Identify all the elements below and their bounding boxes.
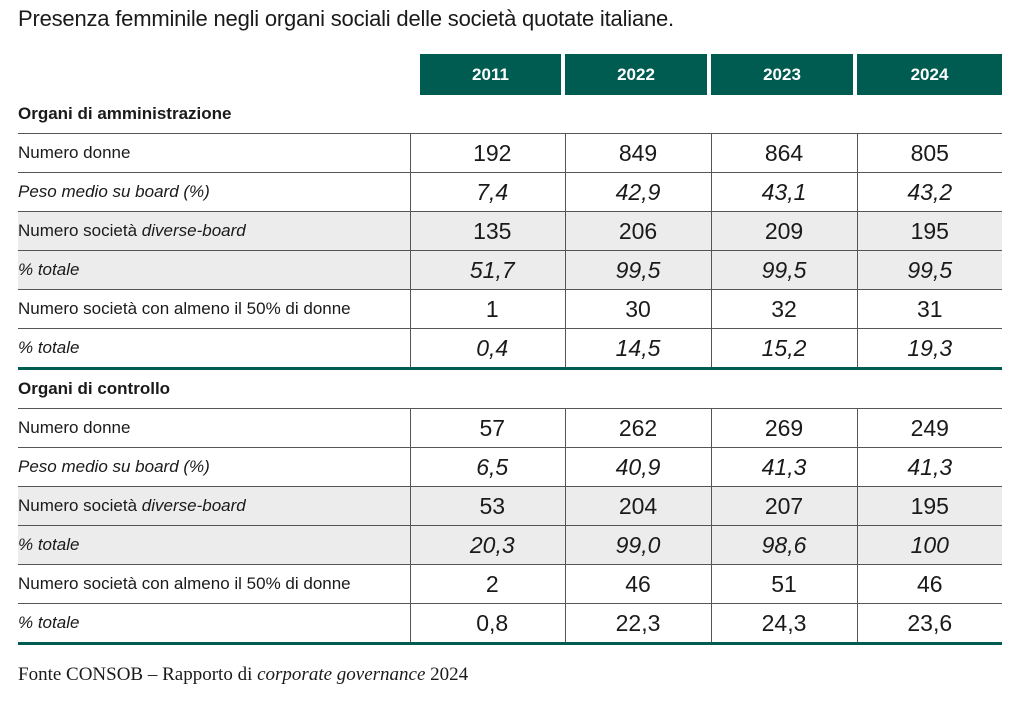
- cell-value: 20,3: [420, 525, 565, 565]
- row-label: Numero società con almeno il 50% di donn…: [18, 289, 411, 329]
- year-header: 2011: [420, 54, 561, 95]
- table-row: Numero donne 57 262 269 249: [18, 408, 1002, 448]
- table-row: Numero società con almeno il 50% di donn…: [18, 564, 1002, 604]
- row-label: Numero società diverse-board: [18, 486, 411, 526]
- source-suffix: 2024: [425, 664, 469, 685]
- table-row: Peso medio su board (%) 6,5 40,9 41,3 41…: [18, 447, 1002, 487]
- cell-value: 135: [420, 211, 565, 251]
- cell-value: 31: [856, 289, 1002, 329]
- cell-value: 864: [710, 133, 857, 173]
- cell-value: 98,6: [710, 525, 857, 565]
- cell-value: 249: [856, 408, 1002, 448]
- cell-value: 53: [420, 486, 565, 526]
- row-label: Numero società diverse-board: [18, 211, 411, 251]
- header-row: 2011 2022 2023 2024: [18, 54, 1002, 95]
- page-title: Presenza femminile negli organi sociali …: [18, 6, 674, 31]
- row-label: Numero donne: [18, 133, 411, 173]
- row-label: Peso medio su board (%): [18, 447, 411, 487]
- cell-value: 805: [856, 133, 1002, 173]
- cell-value: 99,5: [710, 250, 857, 290]
- section-heading: Organi di controllo: [18, 379, 171, 398]
- cell-value: 849: [564, 133, 711, 173]
- cell-value: 41,3: [856, 447, 1002, 487]
- cell-value: 24,3: [710, 603, 857, 645]
- cell-value: 43,1: [710, 172, 857, 212]
- year-header: 2022: [565, 54, 707, 95]
- row-label: % totale: [18, 603, 411, 645]
- cell-value: 195: [856, 486, 1002, 526]
- cell-value: 99,5: [856, 250, 1002, 290]
- table-row: % totale 0,8 22,3 24,3 23,6: [18, 603, 1002, 645]
- cell-value: 0,4: [420, 328, 565, 370]
- source-note: Fonte CONSOB – Rapporto di corporate gov…: [18, 664, 468, 686]
- cell-value: 269: [710, 408, 857, 448]
- row-label-text: Numero società: [18, 221, 142, 240]
- cell-value: 99,5: [564, 250, 711, 290]
- row-label-text: Numero società: [18, 496, 142, 515]
- row-label: Numero società con almeno il 50% di donn…: [18, 564, 411, 604]
- year-header: 2024: [857, 54, 1002, 95]
- section-heading-row: Organi di amministrazione: [18, 95, 1002, 134]
- source-emphasis: corporate governance: [257, 664, 426, 685]
- cell-value: 2: [420, 564, 565, 604]
- table-row: Numero società diverse-board 53 204 207 …: [18, 486, 1002, 526]
- cell-value: 46: [856, 564, 1002, 604]
- cell-value: 15,2: [710, 328, 857, 370]
- section-heading: Organi di amministrazione: [18, 104, 232, 123]
- cell-value: 30: [564, 289, 711, 329]
- cell-value: 23,6: [856, 603, 1002, 645]
- table-row: Numero donne 192 849 864 805: [18, 133, 1002, 173]
- row-label: Numero donne: [18, 408, 411, 448]
- cell-value: 206: [564, 211, 711, 251]
- cell-value: 43,2: [856, 172, 1002, 212]
- row-label: % totale: [18, 525, 411, 565]
- table-row: % totale 20,3 99,0 98,6 100: [18, 525, 1002, 565]
- cell-value: 1: [420, 289, 565, 329]
- cell-value: 14,5: [564, 328, 711, 370]
- cell-value: 99,0: [564, 525, 711, 565]
- row-label: Peso medio su board (%): [18, 172, 411, 212]
- row-label-emphasis: diverse-board: [141, 221, 246, 240]
- cell-value: 42,9: [564, 172, 711, 212]
- cell-value: 40,9: [564, 447, 711, 487]
- cell-value: 51,7: [420, 250, 565, 290]
- cell-value: 100: [856, 525, 1002, 565]
- cell-value: 57: [420, 408, 565, 448]
- table-row: % totale 0,4 14,5 15,2 19,3: [18, 328, 1002, 370]
- row-label: % totale: [18, 328, 411, 370]
- cell-value: 192: [420, 133, 565, 173]
- cell-value: 32: [710, 289, 857, 329]
- cell-value: 6,5: [420, 447, 565, 487]
- cell-value: 41,3: [710, 447, 857, 487]
- cell-value: 207: [710, 486, 857, 526]
- row-label-emphasis: diverse-board: [141, 496, 246, 515]
- cell-value: 22,3: [564, 603, 711, 645]
- row-label: % totale: [18, 250, 411, 290]
- cell-value: 195: [856, 211, 1002, 251]
- cell-value: 0,8: [420, 603, 565, 645]
- table-row: Numero società con almeno il 50% di donn…: [18, 289, 1002, 329]
- cell-value: 19,3: [856, 328, 1002, 370]
- table-row: Peso medio su board (%) 7,4 42,9 43,1 43…: [18, 172, 1002, 212]
- source-prefix: Fonte CONSOB – Rapporto di: [18, 664, 258, 685]
- cell-value: 209: [710, 211, 857, 251]
- table-row: % totale 51,7 99,5 99,5 99,5: [18, 250, 1002, 290]
- cell-value: 204: [564, 486, 711, 526]
- year-header: 2023: [711, 54, 853, 95]
- table-row: Numero società diverse-board 135 206 209…: [18, 211, 1002, 251]
- cell-value: 262: [564, 408, 711, 448]
- cell-value: 46: [564, 564, 711, 604]
- cell-value: 51: [710, 564, 857, 604]
- cell-value: 7,4: [420, 172, 565, 212]
- data-table: 2011 2022 2023 2024 Organi di amministra…: [18, 54, 1002, 645]
- section-heading-row: Organi di controllo: [18, 369, 1002, 409]
